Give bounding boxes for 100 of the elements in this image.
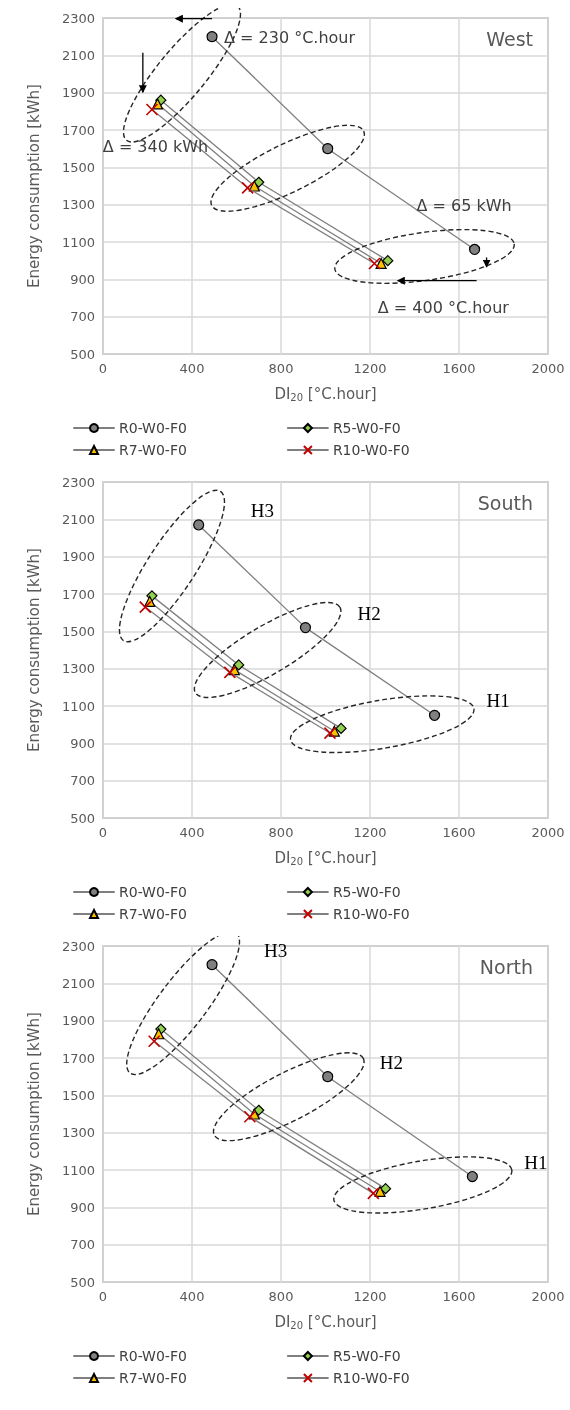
y-tick-label: 1100: [61, 698, 95, 714]
annotation: Δ = 65 kWh: [416, 196, 512, 216]
point: [241, 181, 254, 195]
text: North: [479, 955, 533, 978]
x-tick-label: 400: [179, 1289, 205, 1304]
y-tick-label: 700: [70, 773, 95, 789]
x-tick-label: 800: [268, 825, 294, 840]
point: [382, 255, 394, 267]
legend-label: R7-W0-F0: [119, 906, 187, 922]
y-tick-label: 500: [70, 810, 95, 826]
y-tick-label: 2100: [61, 511, 95, 527]
x-axis-title: DI20 [°C.hour]: [274, 385, 377, 403]
point: [193, 519, 205, 531]
y-axis-title: Energy consumption [kWh]: [24, 1012, 43, 1216]
x-tick-label: 0: [98, 825, 108, 840]
y-tick-label: 1300: [61, 661, 95, 677]
x-tick-label: 0: [98, 1289, 108, 1304]
y-tick-label: 2300: [61, 10, 95, 26]
annotation: H3: [250, 499, 274, 521]
point: [323, 726, 337, 740]
x-tick-label: 1200: [353, 1289, 387, 1304]
y-tick-label: 1300: [61, 1125, 95, 1141]
x-axis-title: DI20 [°C.hour]: [274, 849, 377, 867]
x-tick-label: 800: [268, 361, 294, 376]
annotation: Δ = 230 °C.hour: [224, 27, 356, 47]
x-axis-title: DI20 [°C.hour]: [274, 1313, 377, 1331]
legend-label: R7-W0-F0: [119, 442, 187, 458]
y-tick-label: 2300: [61, 938, 95, 954]
point: [243, 1110, 257, 1124]
text: South: [477, 491, 533, 514]
x-tick-label: 2000: [531, 361, 565, 376]
point: [368, 257, 381, 270]
annotation: H3: [264, 939, 288, 961]
y-tick-label: 2300: [61, 474, 95, 490]
legend-label: R7-W0-F0: [119, 1370, 187, 1386]
y-tick-label: 500: [70, 346, 95, 362]
y-tick-label: 1900: [61, 1013, 95, 1029]
y-tick-label: 1900: [61, 549, 95, 565]
y-tick-label: 900: [70, 735, 95, 751]
legend-label: R10-W0-F0: [332, 906, 410, 922]
x-tick-label: 1600: [442, 1289, 476, 1304]
x-tick-label: 1200: [353, 825, 387, 840]
y-tick-label: 1500: [61, 623, 95, 639]
legend-label: R10-W0-F0: [332, 442, 410, 458]
annotation: H2: [357, 602, 381, 624]
annotation: H2: [379, 1051, 403, 1073]
y-axis-title: Energy consumption [kWh]: [24, 84, 43, 288]
text: West: [486, 27, 534, 50]
y-tick-label: 1700: [61, 1050, 95, 1066]
point: [322, 1071, 334, 1083]
y-tick-label: 2100: [61, 975, 95, 991]
y-axis-title: Energy consumption [kWh]: [24, 548, 43, 752]
legend-label: R10-W0-F0: [332, 1370, 410, 1386]
x-tick-label: 400: [179, 361, 205, 376]
y-tick-label: 900: [70, 1199, 95, 1215]
x-tick-label: 800: [268, 1289, 294, 1304]
legend-label: R0-W0-F0: [119, 884, 187, 900]
point: [206, 959, 218, 971]
point: [138, 600, 152, 614]
point: [233, 659, 245, 671]
annotation: H1: [486, 690, 510, 712]
legend-label: R5-W0-F0: [332, 1348, 401, 1364]
point: [299, 622, 312, 634]
x-tick-label: 400: [179, 825, 205, 840]
y-tick-label: 1300: [61, 197, 95, 213]
y-tick-label: 1700: [61, 586, 95, 602]
y-tick-label: 1500: [61, 1087, 95, 1103]
point: [206, 31, 218, 43]
x-tick-label: 0: [98, 361, 108, 376]
legend-label: R0-W0-F0: [119, 420, 187, 436]
x-tick-label: 1200: [353, 361, 387, 376]
y-tick-label: 900: [70, 271, 95, 287]
x-tick-label: 1600: [442, 361, 476, 376]
y-tick-label: 700: [70, 1237, 95, 1253]
point: [147, 1034, 161, 1048]
x-tick-label: 2000: [531, 1289, 565, 1304]
point: [374, 1185, 386, 1198]
point: [367, 1187, 380, 1200]
point: [428, 709, 441, 721]
point: [468, 243, 481, 256]
y-tick-label: 500: [70, 1274, 95, 1290]
point: [145, 103, 159, 116]
point: [335, 722, 347, 734]
y-tick-label: 1500: [61, 159, 95, 175]
legend-label: R0-W0-F0: [119, 1348, 187, 1364]
annotation: H1: [524, 1151, 548, 1173]
y-tick-label: 1900: [61, 85, 95, 101]
x-tick-label: 2000: [531, 825, 565, 840]
point: [223, 666, 237, 679]
annotation: Δ = 400 °C.hour: [377, 297, 510, 317]
x-tick-label: 1600: [442, 825, 476, 840]
y-tick-label: 1100: [61, 1162, 95, 1178]
point: [466, 1170, 478, 1183]
point: [322, 143, 334, 155]
legend-label: R5-W0-F0: [332, 884, 401, 900]
y-tick-label: 2100: [61, 47, 95, 63]
y-tick-label: 700: [70, 309, 95, 325]
y-tick-label: 1100: [61, 234, 95, 250]
y-tick-label: 1700: [61, 122, 95, 138]
legend-label: R5-W0-F0: [332, 420, 401, 436]
